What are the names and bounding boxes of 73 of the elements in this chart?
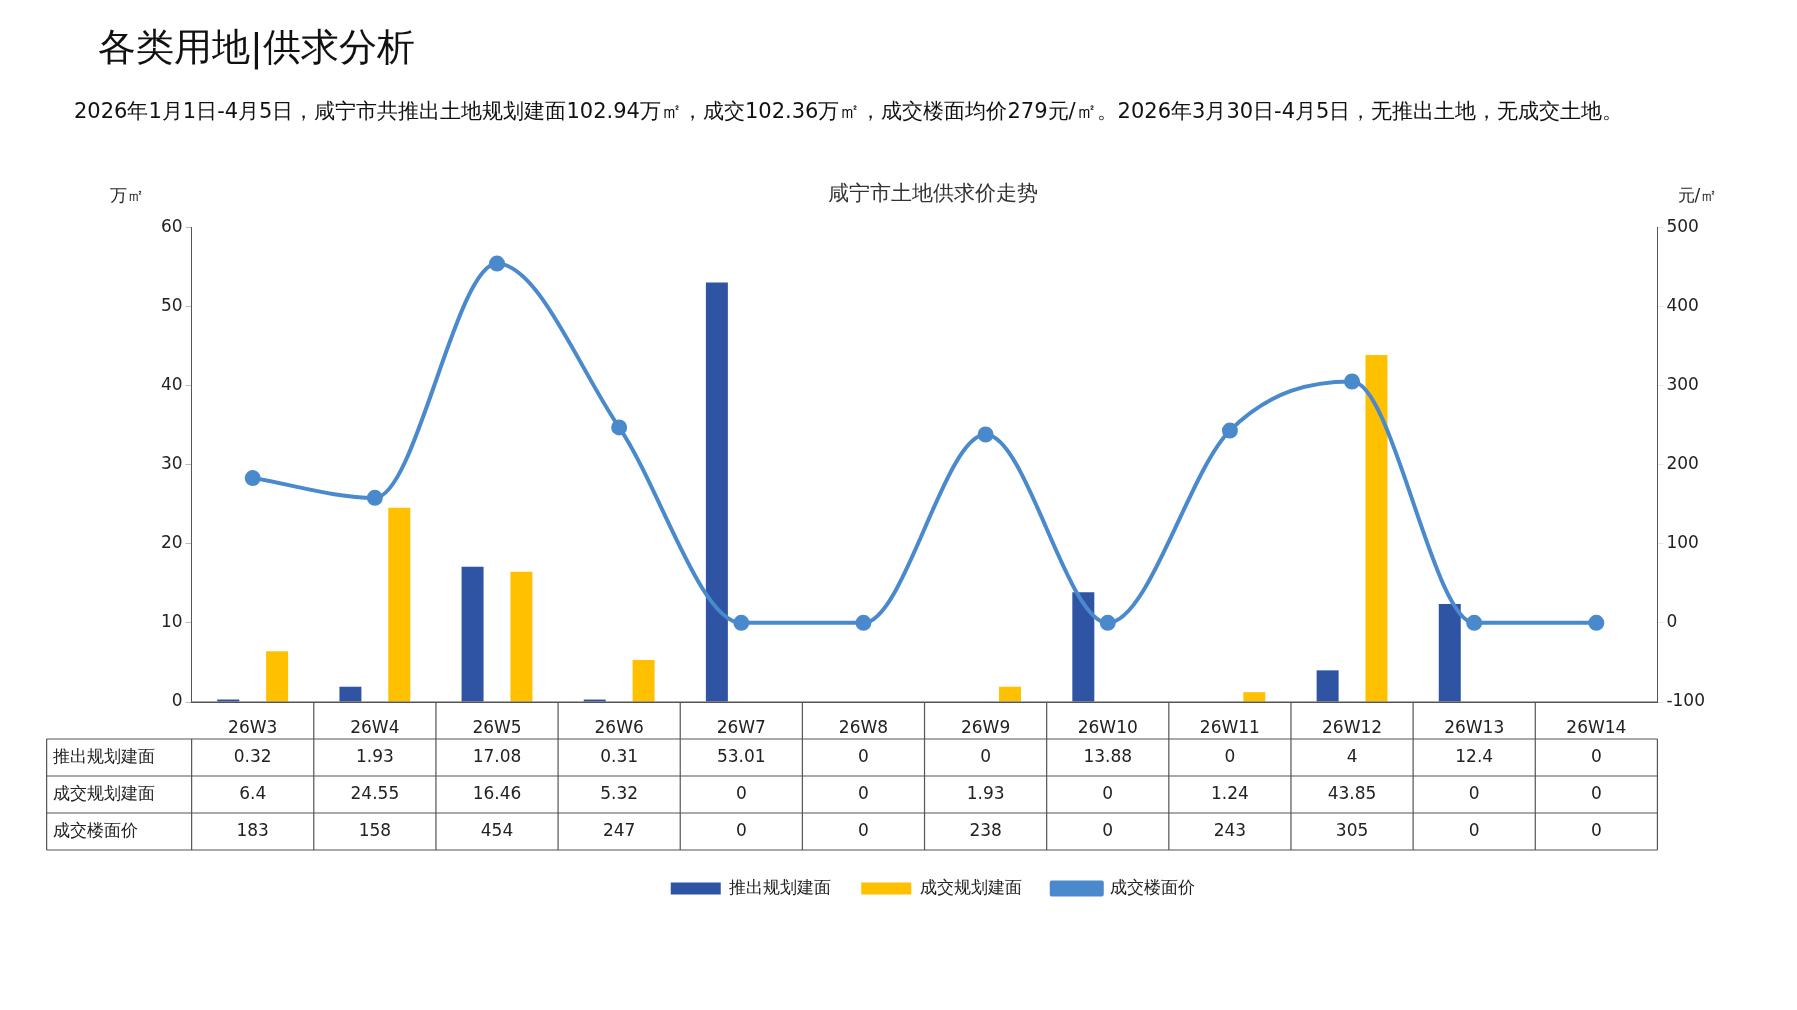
chart-title: 咸宁市土地供求价走势 <box>828 181 1038 206</box>
x-tick-label: 26W11 <box>1199 716 1260 737</box>
legend-label: 成交楼面价 <box>1110 876 1196 897</box>
x-tick-label: 26W8 <box>838 716 889 737</box>
x-tick-label: 26W9 <box>960 716 1011 737</box>
data-label: 5.32 <box>600 782 639 803</box>
data-label: 0 <box>1468 819 1480 840</box>
data-label: 53.01 <box>716 745 766 766</box>
y2-tick-label: -100 <box>1666 690 1706 711</box>
x-tick-label: 26W3 <box>228 716 278 737</box>
data-label: 6.4 <box>239 782 267 803</box>
x-tick-label: 26W7 <box>716 716 766 737</box>
data-label: 243 <box>1213 819 1247 840</box>
data-label: 0.31 <box>600 745 639 766</box>
text: 推出规划建面 <box>52 745 155 766</box>
chart-subtitle: 2026年1月1日-4月5日，咸宁市共推出土地规划建面102.94万㎡，成交102.36万㎡，成交楼面均价279元/㎡。2026年3月30日-4月5日，无推出土地，无成交土地。 <box>74 98 1625 125</box>
data-label: 1.24 <box>1210 782 1249 803</box>
data-label: 0 <box>735 782 747 803</box>
y2-axis-title: 元/㎡ <box>1677 185 1718 206</box>
data-label: 1.93 <box>966 782 1005 803</box>
data-label: 305 <box>1335 819 1369 840</box>
data-label: 0 <box>1590 745 1602 766</box>
x-tick-label: 26W5 <box>472 716 522 737</box>
y-tick-label: 60 <box>160 215 183 236</box>
legend-label: 成交规划建面 <box>919 876 1022 897</box>
legend-label: 推出规划建面 <box>729 876 832 897</box>
y2-tick-label: 100 <box>1666 532 1699 553</box>
data-label: 0 <box>980 745 992 766</box>
x-tick-label: 26W12 <box>1322 716 1383 737</box>
data-label: 247 <box>602 819 636 840</box>
y2-tick-label: 500 <box>1666 215 1699 236</box>
text: 成交规划建面 <box>52 782 155 803</box>
y2-tick-label: 400 <box>1666 294 1699 315</box>
y-tick-label: 40 <box>160 373 183 394</box>
x-tick-label: 26W6 <box>594 716 644 737</box>
data-label: 158 <box>358 819 392 840</box>
data-label: 0 <box>1468 782 1480 803</box>
data-label: 16.46 <box>472 782 522 803</box>
data-label: 1.93 <box>355 745 394 766</box>
y-tick-label: 0 <box>171 690 183 711</box>
data-label: 17.08 <box>472 745 522 766</box>
data-label: 13.88 <box>1083 745 1133 766</box>
data-label: 12.4 <box>1455 745 1494 766</box>
text: 成交楼面价 <box>52 819 138 840</box>
y2-tick-label: 200 <box>1666 453 1699 474</box>
data-label: 0 <box>1102 782 1114 803</box>
data-label: 0 <box>1590 819 1602 840</box>
data-label: 4 <box>1346 745 1358 766</box>
data-label: 0.32 <box>233 745 272 766</box>
data-label: 238 <box>969 819 1002 840</box>
data-label: 183 <box>236 819 269 840</box>
data-label: 0 <box>735 819 747 840</box>
y-tick-label: 10 <box>160 611 183 632</box>
x-tick-label: 26W14 <box>1566 716 1627 737</box>
text: 各类用地|供求分析 <box>97 24 416 72</box>
y-tick-label: 20 <box>160 532 183 553</box>
data-label: 0 <box>858 819 869 840</box>
data-label: 0 <box>858 745 869 766</box>
y-axis-title: 万㎡ <box>109 185 144 206</box>
data-label: 43.85 <box>1327 782 1377 803</box>
x-tick-label: 26W4 <box>350 716 400 737</box>
data-label: 0 <box>858 782 869 803</box>
x-tick-label: 26W10 <box>1077 716 1138 737</box>
y2-tick-label: 0 <box>1666 611 1678 632</box>
y-tick-label: 50 <box>160 294 183 315</box>
x-tick-label: 26W13 <box>1444 716 1505 737</box>
y2-tick-label: 300 <box>1666 373 1699 394</box>
data-label: 0 <box>1224 745 1236 766</box>
data-label: 24.55 <box>350 782 400 803</box>
data-label: 0 <box>1102 819 1114 840</box>
y-tick-label: 30 <box>160 453 183 474</box>
data-label: 454 <box>480 819 514 840</box>
data-label: 0 <box>1590 782 1602 803</box>
